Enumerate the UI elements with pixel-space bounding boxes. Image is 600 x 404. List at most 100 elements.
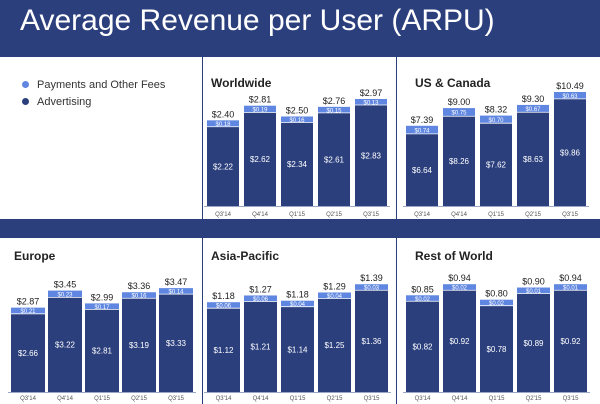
legend-label-payments: Payments and Other Fees [37,78,166,91]
label-advertising-europe-4: $3.33 [166,339,187,348]
bar-advertising-europe-1 [48,297,82,392]
label-total-worldwide-2: $2.50 [286,105,309,115]
label-payments-us-canada-2: $0.70 [488,118,504,124]
tick-label-europe-1: Q4'14 [57,396,73,402]
label-payments-asia-pacific-4: $0.03 [364,286,380,292]
label-total-europe-3: $3.36 [128,281,151,291]
tick-label-rest-of-world-3: Q2'15 [526,396,542,402]
label-advertising-asia-pacific-2: $1.14 [287,345,308,354]
bar-payments-asia-pacific-3 [318,292,351,299]
bar-advertising-asia-pacific-1 [244,301,277,392]
bar-payments-rest-of-world-4 [554,284,587,291]
label-payments-rest-of-world-0: $0.02 [415,297,431,303]
tick-label-worldwide-1: Q4'14 [252,212,268,218]
label-advertising-europe-2: $2.81 [92,347,113,356]
label-total-us-canada-1: $9.00 [448,97,471,107]
label-advertising-europe-3: $3.19 [129,341,150,350]
label-payments-asia-pacific-3: $0.04 [327,294,343,300]
label-advertising-us-canada-2: $7.62 [486,161,507,170]
bar-payments-rest-of-world-2 [480,299,513,306]
tick-label-worldwide-0: Q3'14 [215,212,231,218]
bar-advertising-rest-of-world-1 [443,290,476,392]
bar-payments-us-canada-2 [480,115,512,124]
bar-advertising-rest-of-world-3 [517,293,550,392]
bar-payments-worldwide-0 [207,120,239,127]
bar-payments-worldwide-4 [355,98,387,105]
label-total-us-canada-0: $7.39 [411,115,434,125]
label-total-rest-of-world-3: $0.90 [522,277,545,287]
label-payments-us-canada-3: $0.67 [525,107,541,113]
label-advertising-europe-0: $2.66 [18,349,39,358]
label-payments-europe-4: $0.14 [168,290,184,296]
label-advertising-rest-of-world-2: $0.78 [486,345,507,354]
label-payments-us-canada-1: $0.75 [451,111,467,117]
tick-label-worldwide-2: Q1'15 [289,212,305,218]
label-total-rest-of-world-2: $0.80 [485,289,508,299]
bar-advertising-europe-3 [122,298,156,392]
label-payments-us-canada-0: $0.74 [414,128,430,134]
bar-payments-us-canada-0 [406,125,438,134]
chart-title-asia-pacific: Asia-Pacific [211,249,279,263]
bar-advertising-europe-2 [85,309,119,392]
label-advertising-worldwide-0: $2.22 [213,162,234,171]
label-advertising-europe-1: $3.22 [55,341,76,350]
tick-label-rest-of-world-1: Q4'14 [452,396,468,402]
label-payments-europe-2: $0.17 [94,305,110,311]
tick-label-asia-pacific-1: Q4'14 [253,396,269,402]
bar-payments-us-canada-1 [443,108,475,117]
label-total-europe-1: $3.45 [54,280,77,290]
tick-label-asia-pacific-3: Q2'15 [327,396,343,402]
bar-payments-europe-0 [11,307,45,314]
label-total-asia-pacific-1: $1.27 [249,284,272,294]
bar-advertising-us-canada-0 [406,133,438,206]
label-payments-worldwide-0: $0.18 [215,122,231,128]
label-payments-europe-3: $0.16 [131,294,147,300]
bar-advertising-asia-pacific-2 [281,306,314,392]
bar-payments-asia-pacific-1 [244,295,277,302]
legend-swatch-payments [22,81,29,88]
tick-label-us-canada-1: Q4'14 [451,212,467,218]
label-payments-rest-of-world-1: $0.02 [452,286,468,292]
bar-payments-europe-1 [48,290,82,298]
label-advertising-us-canada-3: $8.63 [523,155,544,164]
bar-advertising-asia-pacific-0 [207,308,240,392]
label-advertising-asia-pacific-1: $1.21 [250,343,271,352]
label-payments-europe-1: $0.23 [57,292,73,298]
bar-advertising-rest-of-world-0 [406,301,439,392]
label-advertising-asia-pacific-3: $1.25 [324,341,345,350]
label-advertising-rest-of-world-3: $0.89 [523,339,544,348]
label-advertising-rest-of-world-4: $0.92 [560,337,581,346]
bar-advertising-worldwide-4 [355,104,387,206]
page-title: Average Revenue per User (ARPU) [20,4,495,37]
label-total-rest-of-world-0: $0.85 [411,284,434,294]
bar-advertising-worldwide-0 [207,126,239,206]
chart-title-us-canada: US & Canada [415,76,491,90]
label-advertising-us-canada-1: $8.26 [449,157,470,166]
bar-payments-asia-pacific-2 [281,300,314,307]
label-advertising-worldwide-2: $2.34 [287,160,308,169]
bar-payments-us-canada-3 [517,104,549,113]
label-payments-us-canada-4: $0.63 [562,94,578,100]
bar-payments-rest-of-world-3 [517,287,550,294]
label-payments-worldwide-4: $0.13 [363,100,379,106]
label-payments-rest-of-world-3: $0.01 [526,289,542,295]
chart-title-europe: Europe [14,249,56,263]
bar-advertising-worldwide-2 [281,122,313,206]
label-advertising-rest-of-world-0: $0.82 [412,343,433,352]
chart-title-rest-of-world: Rest of World [415,249,493,263]
tick-label-worldwide-3: Q2'15 [326,212,342,218]
bar-payments-asia-pacific-0 [207,302,240,309]
label-payments-asia-pacific-0: $0.06 [216,304,232,310]
label-total-asia-pacific-4: $1.39 [360,273,383,283]
label-payments-europe-0: $0.21 [20,309,36,315]
label-advertising-asia-pacific-0: $1.12 [213,346,234,355]
label-total-worldwide-0: $2.40 [212,109,235,119]
bar-advertising-europe-4 [159,294,193,392]
tick-label-europe-0: Q3'14 [20,396,36,402]
label-advertising-us-canada-0: $6.64 [412,166,433,175]
tick-label-europe-2: Q1'15 [94,396,110,402]
tick-label-asia-pacific-0: Q3'14 [216,396,232,402]
label-total-asia-pacific-3: $1.29 [323,281,346,291]
bar-advertising-rest-of-world-2 [480,305,513,392]
